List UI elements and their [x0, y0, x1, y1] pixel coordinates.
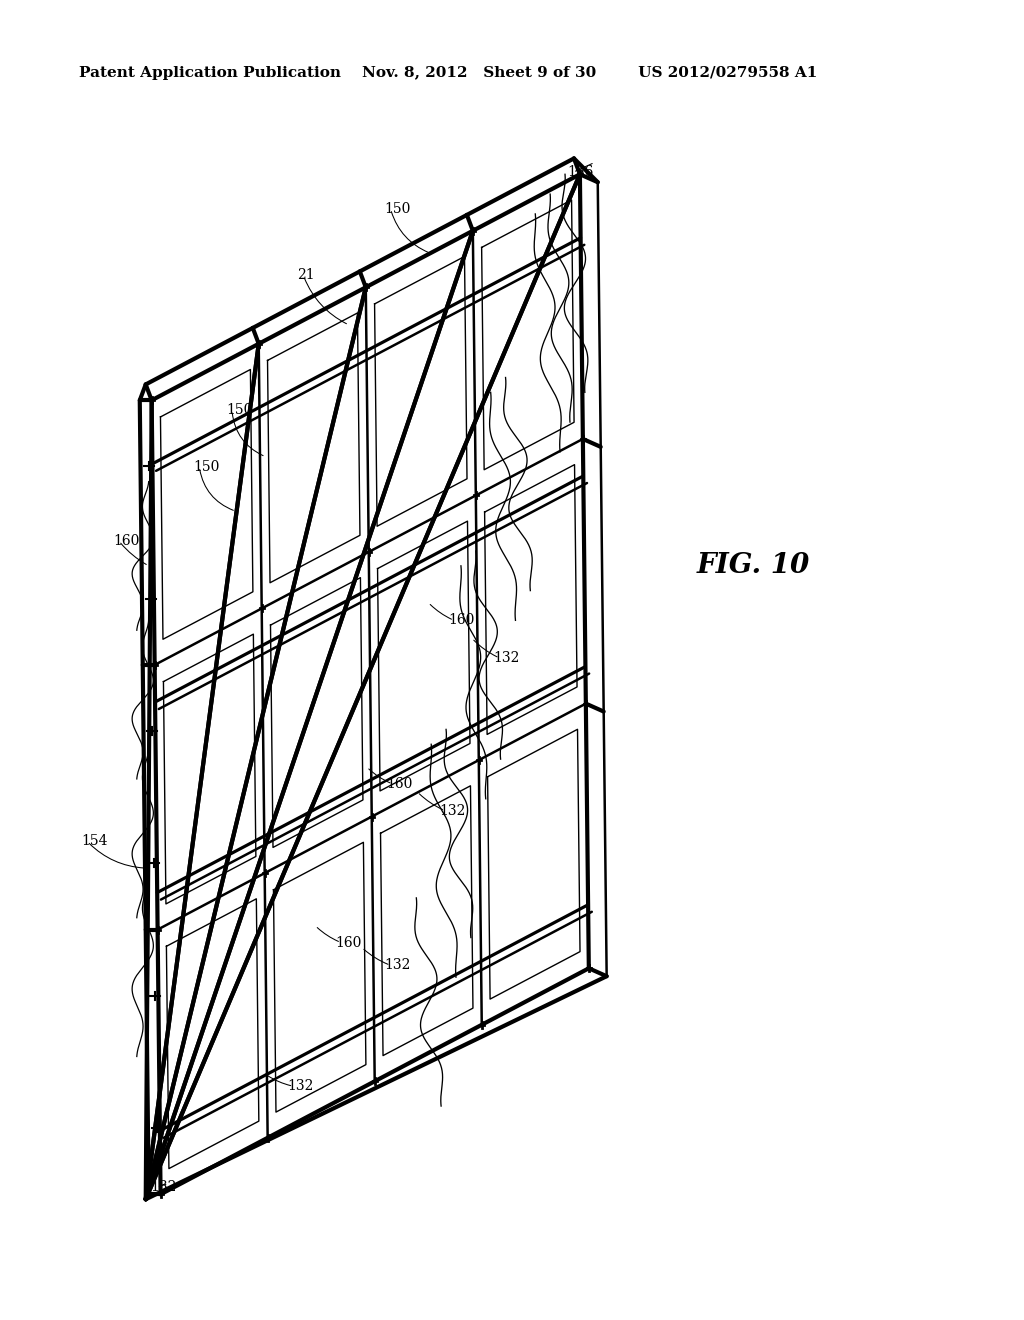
Text: 160: 160	[387, 777, 413, 791]
Text: 154: 154	[81, 834, 108, 849]
Text: 21: 21	[297, 268, 315, 282]
Text: 150: 150	[226, 403, 252, 417]
Text: 150: 150	[194, 459, 220, 474]
Text: 132: 132	[288, 1080, 313, 1093]
Text: 132: 132	[385, 958, 411, 973]
Text: 132: 132	[494, 651, 520, 665]
Text: 156: 156	[567, 165, 593, 180]
Text: 160: 160	[449, 614, 474, 627]
Text: 150: 150	[385, 202, 411, 216]
Text: Patent Application Publication    Nov. 8, 2012   Sheet 9 of 30        US 2012/02: Patent Application Publication Nov. 8, 2…	[79, 66, 818, 81]
Text: 132: 132	[439, 804, 466, 817]
Text: 160: 160	[113, 535, 139, 548]
Text: FIG. 10: FIG. 10	[696, 552, 810, 579]
Text: 132: 132	[151, 1180, 177, 1195]
Text: 160: 160	[335, 936, 361, 949]
